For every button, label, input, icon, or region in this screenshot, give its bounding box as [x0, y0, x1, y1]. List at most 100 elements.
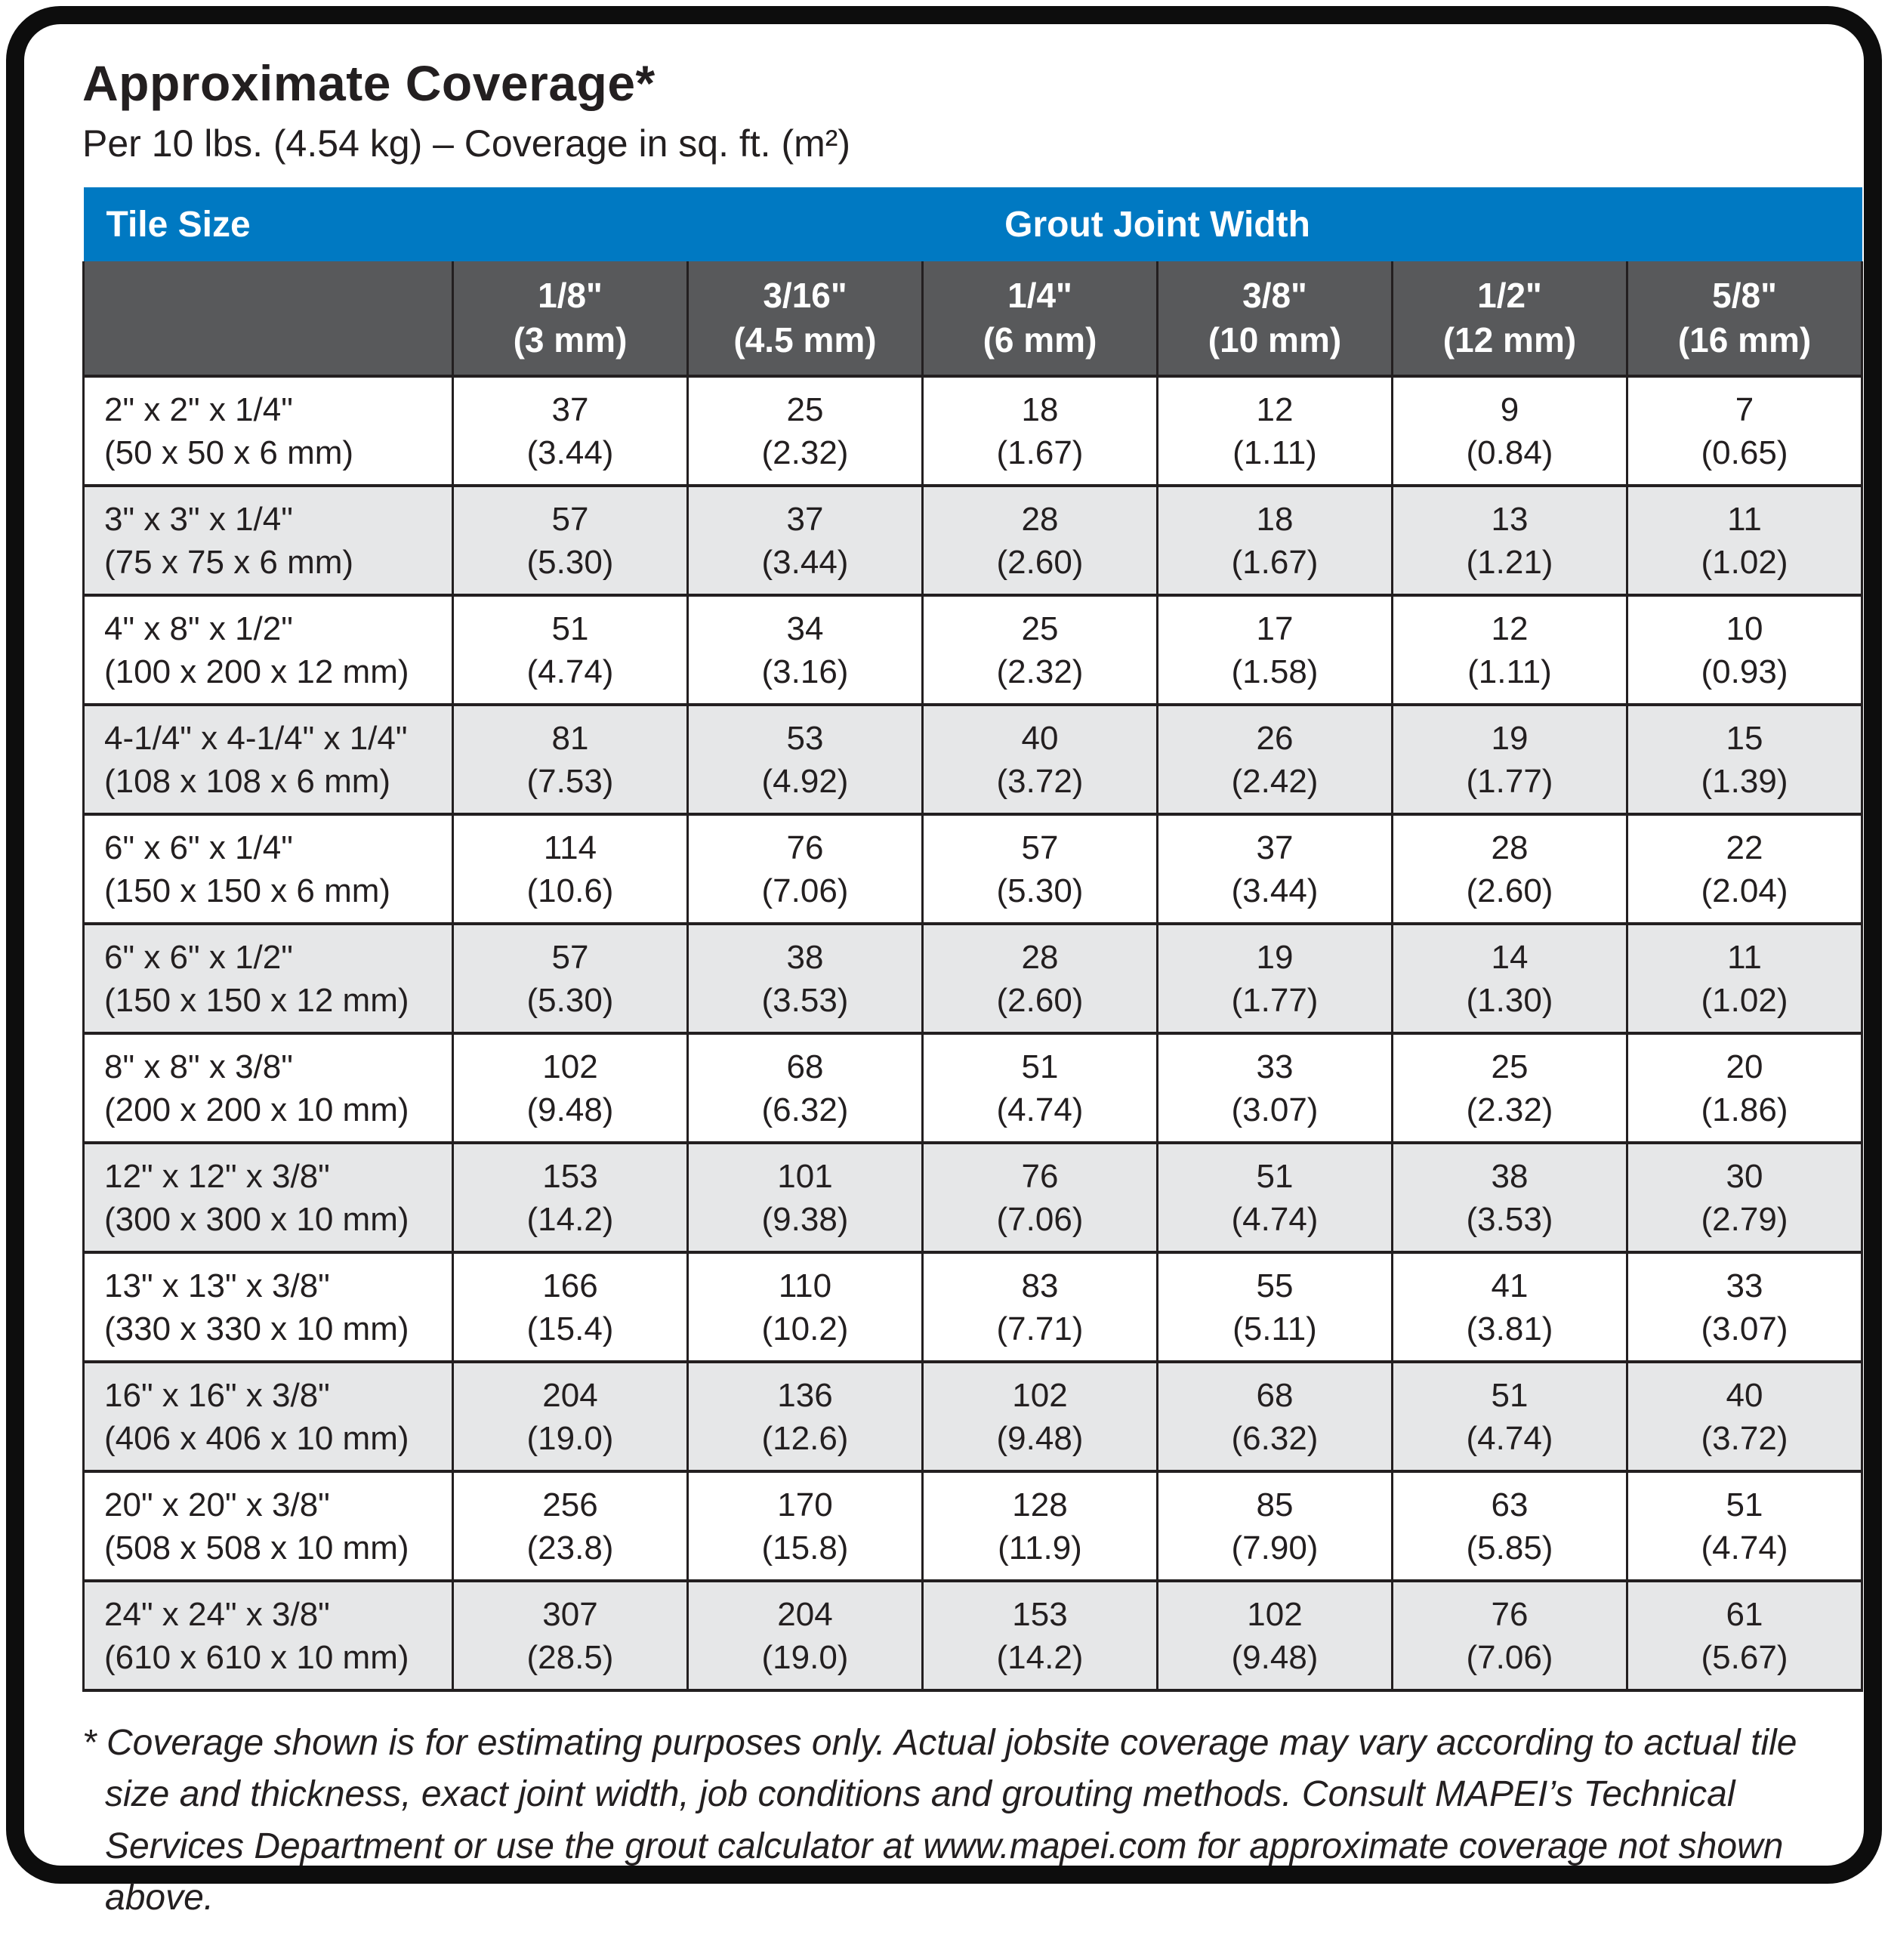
coverage-sqft: 76 — [786, 829, 824, 866]
coverage-m2: (4.74) — [1466, 1419, 1553, 1457]
coverage-value-cell: 101 (9.38) — [686, 1141, 924, 1255]
coverage-sqft: 25 — [1491, 1048, 1529, 1085]
coverage-m2: (1.77) — [1466, 762, 1553, 800]
joint-width-mm: (3 mm) — [513, 320, 628, 360]
tile-size-cell: 4-1/4" x 4-1/4" x 1/4" (108 x 108 x 6 mm) — [82, 703, 454, 816]
coverage-value-cell: 76 (7.06) — [921, 1141, 1158, 1255]
coverage-m2: (7.53) — [526, 762, 614, 800]
joint-width-mm: (6 mm) — [983, 320, 1097, 360]
page-title: Approximate Coverage* — [82, 55, 656, 111]
coverage-value-cell: 76 (7.06) — [686, 813, 924, 926]
coverage-sqft: 57 — [1021, 829, 1059, 866]
coverage-m2: (23.8) — [526, 1529, 614, 1566]
coverage-value-cell: 10 (0.93) — [1625, 594, 1864, 707]
coverage-m2: (14.2) — [526, 1200, 614, 1238]
coverage-sqft: 55 — [1256, 1267, 1294, 1304]
coverage-sqft: 12 — [1491, 610, 1529, 647]
coverage-m2: (5.30) — [526, 543, 614, 581]
coverage-value-cell: 102 (9.48) — [921, 1360, 1158, 1474]
coverage-m2: (11.9) — [998, 1529, 1082, 1566]
coverage-value-cell: 11 (1.02) — [1625, 922, 1864, 1036]
coverage-m2: (19.0) — [526, 1419, 614, 1457]
table-row: 2" x 2" x 1/4" (50 x 50 x 6 mm) 37 (3.44) 25… — [82, 375, 1864, 488]
coverage-value-cell: 37 (3.44) — [1156, 813, 1393, 926]
joint-width-inches: 1/4" — [1007, 276, 1072, 316]
coverage-sqft: 85 — [1256, 1486, 1294, 1523]
tile-size-cell: 12" x 12" x 3/8" (300 x 300 x 10 mm) — [82, 1141, 454, 1255]
coverage-m2: (12.6) — [761, 1419, 849, 1457]
footnote: * Coverage shown is for estimating purpo… — [82, 1723, 1797, 1918]
coverage-value-cell: 76 (7.06) — [1391, 1579, 1628, 1693]
coverage-value-cell: 55 (5.11) — [1156, 1251, 1393, 1364]
table-row: 12" x 12" x 3/8" (300 x 300 x 10 mm) 153 (1… — [82, 1141, 1864, 1255]
tile-size-mm: (508 x 508 x 10 mm) — [104, 1529, 409, 1566]
tile-size-inches: 16" x 16" x 3/8" — [104, 1376, 330, 1414]
coverage-sqft: 76 — [1491, 1595, 1529, 1633]
coverage-m2: (0.84) — [1466, 434, 1553, 471]
coverage-m2: (1.11) — [1467, 653, 1552, 690]
coverage-value-cell: 153 (14.2) — [452, 1141, 689, 1255]
coverage-sqft: 18 — [1256, 500, 1294, 538]
tile-size-cell: 13" x 13" x 3/8" (330 x 330 x 10 mm) — [82, 1251, 454, 1364]
coverage-m2: (0.65) — [1701, 434, 1788, 471]
coverage-m2: (3.53) — [761, 981, 849, 1019]
coverage-m2: (10.2) — [761, 1310, 849, 1347]
coverage-sqft: 14 — [1491, 938, 1529, 976]
coverage-sqft: 33 — [1256, 1048, 1294, 1085]
coverage-m2: (1.30) — [1466, 981, 1553, 1019]
joint-width-column-header: 3/16" (4.5 mm) — [686, 261, 924, 378]
joint-width-column-header: 1/2" (12 mm) — [1391, 261, 1628, 378]
coverage-value-cell: 28 (2.60) — [1391, 813, 1628, 926]
coverage-value-cell: 9 (0.84) — [1391, 375, 1628, 488]
coverage-m2: (4.74) — [1231, 1200, 1319, 1238]
coverage-value-cell: 166 (15.4) — [452, 1251, 689, 1364]
coverage-value-cell: 57 (5.30) — [921, 813, 1158, 926]
coverage-m2: (1.77) — [1231, 981, 1319, 1019]
joint-width-mm: (12 mm) — [1442, 320, 1577, 360]
coverage-value-cell: 102 (9.48) — [452, 1032, 689, 1145]
joint-width-mm: (16 mm) — [1677, 320, 1812, 360]
coverage-sqft: 30 — [1726, 1157, 1763, 1195]
coverage-sqft: 40 — [1726, 1376, 1763, 1414]
coverage-value-cell: 25 (2.32) — [921, 594, 1158, 707]
tile-size-cell: 24" x 24" x 3/8" (610 x 610 x 10 mm) — [82, 1579, 454, 1693]
tile-size-mm: (75 x 75 x 6 mm) — [104, 543, 354, 581]
coverage-value-cell: 307 (28.5) — [452, 1579, 689, 1693]
coverage-sqft: 13 — [1491, 500, 1529, 538]
joint-width-column-header: 3/8" (10 mm) — [1156, 261, 1393, 378]
coverage-value-cell: 30 (2.79) — [1625, 1141, 1864, 1255]
coverage-value-cell: 68 (6.32) — [686, 1032, 924, 1145]
coverage-sqft: 101 — [777, 1157, 833, 1195]
tile-size-inches: 20" x 20" x 3/8" — [104, 1486, 330, 1523]
coverage-sqft: 34 — [786, 610, 824, 647]
coverage-m2: (5.67) — [1701, 1638, 1788, 1676]
coverage-value-cell: 17 (1.58) — [1156, 594, 1393, 707]
table-row: 3" x 3" x 1/4" (75 x 75 x 6 mm) 57 (5.30) 37… — [82, 484, 1864, 597]
coverage-sqft: 68 — [786, 1048, 824, 1085]
table-header-row-widths: 1/8" (3 mm) 3/16" (4.5 mm) 1/4" (6 mm) 3/8" (10… — [82, 261, 1864, 378]
coverage-m2: (2.60) — [996, 981, 1084, 1019]
coverage-sqft: 204 — [542, 1376, 598, 1414]
coverage-sqft: 83 — [1021, 1267, 1059, 1304]
tile-size-cell: 16" x 16" x 3/8" (406 x 406 x 10 mm) — [82, 1360, 454, 1474]
table-row: 6" x 6" x 1/4" (150 x 150 x 6 mm) 114 (10.6… — [82, 813, 1864, 926]
coverage-value-cell: 13 (1.21) — [1391, 484, 1628, 597]
coverage-sqft: 51 — [1726, 1486, 1763, 1523]
tile-size-inches: 6" x 6" x 1/4" — [104, 829, 293, 866]
coverage-value-cell: 38 (3.53) — [1391, 1141, 1628, 1255]
coverage-m2: (2.04) — [1701, 872, 1788, 909]
tile-size-mm: (150 x 150 x 12 mm) — [104, 981, 409, 1019]
coverage-m2: (6.32) — [1231, 1419, 1319, 1457]
coverage-value-cell: 19 (1.77) — [1391, 703, 1628, 816]
coverage-sqft: 153 — [542, 1157, 598, 1195]
coverage-value-cell: 170 (15.8) — [686, 1470, 924, 1583]
coverage-value-cell: 25 (2.32) — [1391, 1032, 1628, 1145]
tile-size-mm: (50 x 50 x 6 mm) — [104, 434, 354, 471]
coverage-sqft: 22 — [1726, 829, 1763, 866]
joint-width-inches: 5/8" — [1712, 276, 1777, 316]
coverage-m2: (5.85) — [1466, 1529, 1553, 1566]
tile-size-cell: 8" x 8" x 3/8" (200 x 200 x 10 mm) — [82, 1032, 454, 1145]
table-row: 13" x 13" x 3/8" (330 x 330 x 10 mm) 166 (1… — [82, 1251, 1864, 1364]
coverage-value-cell: 153 (14.2) — [921, 1579, 1158, 1693]
coverage-m2: (15.4) — [526, 1310, 614, 1347]
